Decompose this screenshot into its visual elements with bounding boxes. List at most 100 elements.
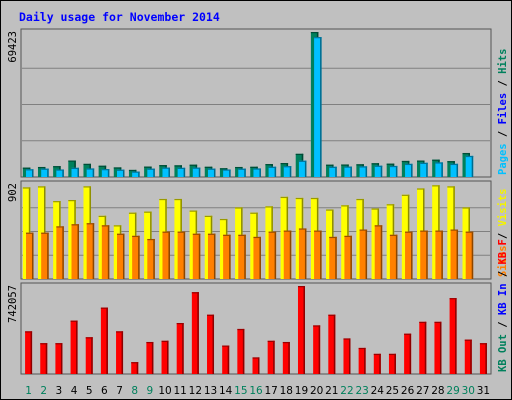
bar-top-edge	[189, 210, 198, 212]
bar-top-edge	[435, 230, 443, 232]
bar-top-edge	[116, 331, 124, 333]
bar-shadow	[289, 230, 292, 279]
panel-legend: Sites / Visits	[497, 188, 509, 277]
bar-shadow	[320, 37, 322, 177]
legend-separator: /	[497, 226, 509, 245]
bar-body	[85, 337, 93, 374]
bar-top-edge	[310, 197, 319, 200]
bar-top-edge	[297, 286, 305, 288]
x-tick-label: 19	[295, 385, 308, 397]
bar-day-27	[419, 321, 427, 374]
bar-shadow	[258, 357, 260, 374]
bar-top-edge	[161, 340, 169, 342]
bar-shadow	[394, 353, 396, 374]
bar-shadow	[138, 235, 140, 279]
bar-top-edge	[132, 171, 140, 173]
bar-shadow	[136, 362, 139, 374]
bar-top-edge	[223, 169, 231, 171]
bar-day-20	[314, 37, 322, 177]
bar-top-edge	[420, 230, 428, 232]
bar-body	[389, 234, 398, 279]
bar-top-edge	[55, 343, 63, 345]
bar-body	[70, 320, 78, 374]
bar-day-19	[298, 228, 307, 279]
bar-day-17	[267, 340, 275, 374]
bar-body	[40, 343, 48, 374]
bar-top-edge	[132, 235, 140, 238]
bar-top-edge	[207, 168, 216, 170]
bar-shadow	[380, 225, 383, 279]
bar-top-edge	[128, 212, 137, 214]
bar-day-24	[373, 353, 381, 374]
bar-shadow	[379, 353, 381, 374]
bar-top-edge	[328, 314, 336, 316]
bar-body	[222, 345, 230, 374]
bar-shadow	[198, 233, 201, 279]
bar-shadow	[348, 338, 351, 374]
bar-day-20	[314, 230, 322, 279]
bar-shadow	[138, 171, 140, 177]
bar-top-edge	[192, 233, 201, 235]
bar-top-edge	[386, 163, 395, 165]
bar-top-edge	[177, 231, 186, 233]
bar-top-edge	[267, 340, 275, 342]
bar-top-edge	[204, 166, 213, 168]
bar-day-10	[161, 340, 169, 374]
bar-day-23	[358, 347, 366, 374]
x-tick-label: 23	[355, 385, 368, 397]
x-tick-label: 12	[189, 385, 202, 397]
series-sites	[26, 223, 474, 279]
bar-body	[177, 167, 186, 177]
bar-body	[223, 169, 231, 177]
bar-body	[450, 163, 459, 177]
bar-shadow	[304, 160, 307, 177]
bar-day-12	[191, 292, 199, 374]
bar-body	[86, 168, 95, 177]
bar-day-16	[253, 168, 261, 177]
bar-shadow	[121, 331, 124, 374]
bar-day-7	[116, 169, 125, 177]
bar-top-edge	[25, 331, 33, 333]
bar-top-edge	[282, 341, 290, 344]
bar-day-30	[465, 155, 474, 177]
bar-shadow	[167, 340, 169, 374]
bar-body	[237, 328, 245, 374]
bar-top-edge	[174, 165, 182, 167]
bars-visits-sites	[22, 185, 474, 279]
bar-top-edge	[26, 169, 34, 171]
x-tick-label: 9	[147, 385, 154, 397]
x-tick-label: 14	[219, 385, 233, 397]
legend-hits: Hits	[497, 49, 509, 74]
bar-body	[101, 225, 110, 279]
bar-body	[146, 341, 154, 374]
bar-top-edge	[253, 236, 261, 239]
bar-top-edge	[344, 235, 352, 238]
x-tick-label: 16	[249, 385, 263, 397]
bar-body	[344, 235, 352, 279]
bar-shadow	[77, 167, 80, 177]
bar-body	[465, 231, 474, 279]
bar-shadow	[350, 235, 352, 279]
bar-shadow	[274, 231, 277, 279]
x-tick-label: 13	[204, 385, 217, 397]
bar-top-edge	[174, 198, 182, 201]
legend-visits: Visits	[497, 188, 509, 226]
bar-top-edge	[401, 160, 410, 163]
bar-day-23	[359, 166, 368, 177]
bar-top-edge	[98, 215, 107, 218]
bar-shadow	[395, 165, 398, 177]
x-tick-label: 22	[340, 385, 353, 397]
bar-top-edge	[404, 333, 412, 335]
bar-day-13	[207, 168, 216, 177]
bar-shadow	[213, 233, 216, 279]
bar-body	[479, 343, 487, 374]
bar-body	[449, 298, 457, 374]
bar-top-edge	[265, 206, 273, 208]
bar-shadow	[304, 228, 307, 279]
bar-body	[131, 362, 139, 374]
bar-day-8	[132, 171, 140, 177]
x-tick-label: 7	[116, 385, 123, 397]
bar-day-21	[329, 236, 337, 279]
bar-day-18	[282, 341, 290, 374]
bar-top-edge	[386, 204, 395, 206]
